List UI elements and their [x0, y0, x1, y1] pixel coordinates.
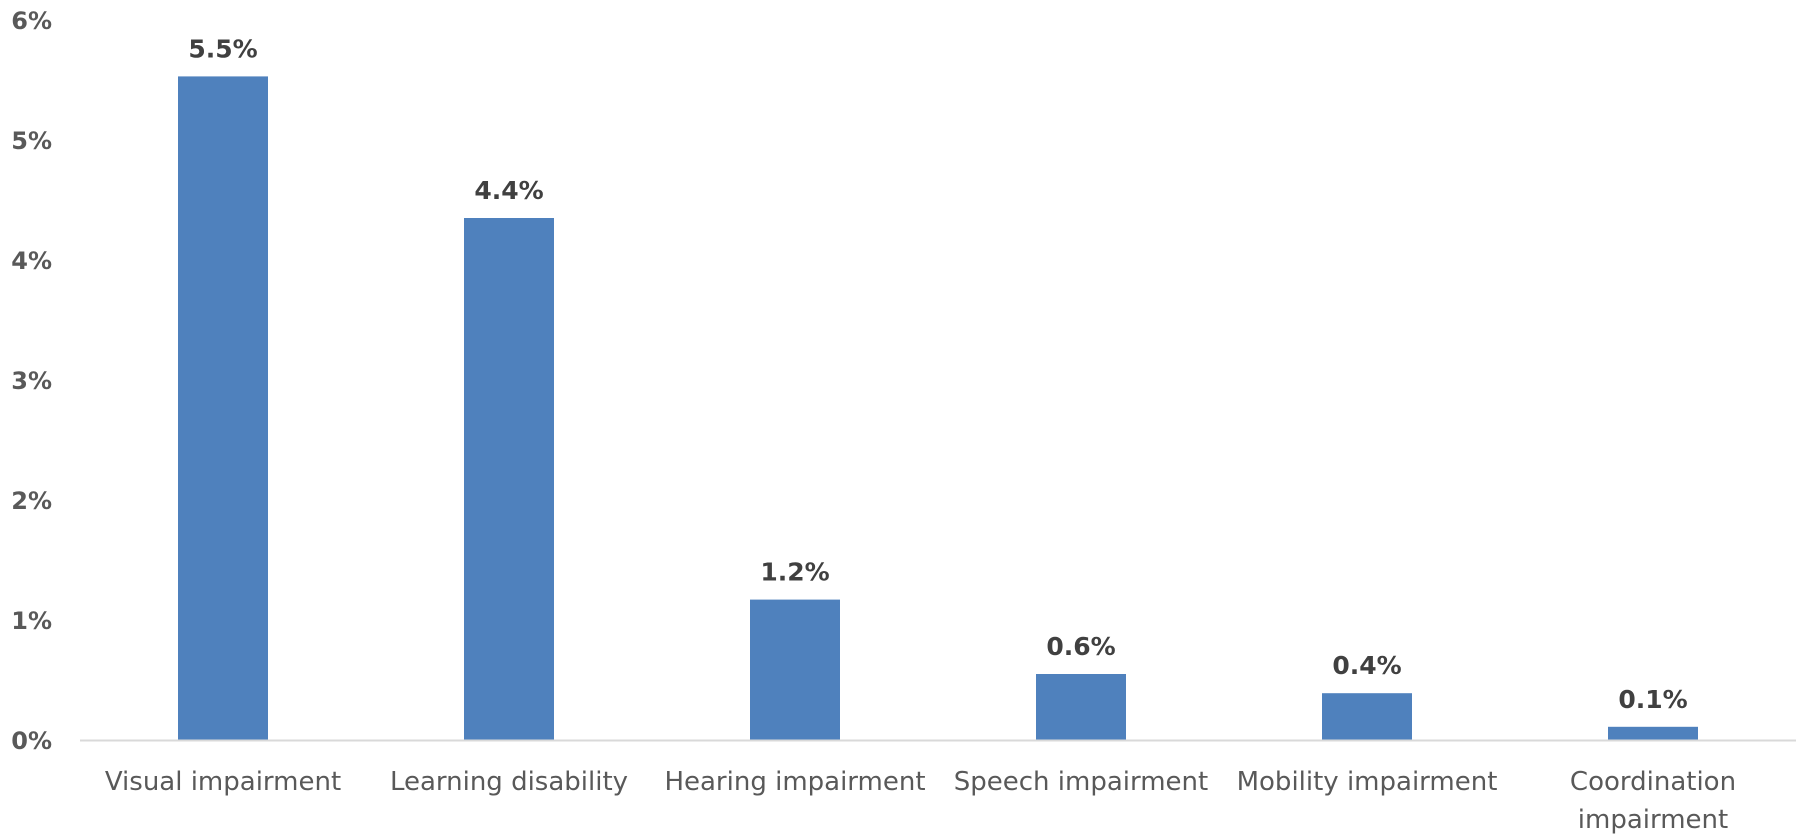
data-labels: 5.5% 4.4% 1.2% 0.6% 0.4% 0.1%	[188, 34, 1687, 713]
category-label: Learning disability	[390, 767, 628, 797]
bar	[750, 599, 840, 740]
category-label: Speech impairment	[954, 767, 1208, 797]
bar	[178, 76, 268, 740]
category-label: Hearing impairment	[664, 767, 925, 797]
category-label: Mobility impairment	[1237, 767, 1498, 797]
y-tick-label: 0%	[11, 727, 52, 755]
y-tick-label: 2%	[11, 487, 52, 515]
bar	[1036, 674, 1126, 740]
y-tick-label: 6%	[11, 7, 52, 35]
y-tick-label: 3%	[11, 367, 52, 395]
category-label: Coordination impairment	[1570, 767, 1736, 835]
data-label: 5.5%	[188, 34, 257, 63]
bar	[1608, 726, 1698, 740]
bars	[178, 76, 1698, 740]
data-label: 1.2%	[760, 558, 829, 587]
y-tick-label: 5%	[11, 127, 52, 155]
y-tick-label: 1%	[11, 607, 52, 635]
data-label: 4.4%	[474, 176, 543, 205]
category-label: Visual impairment	[105, 767, 341, 797]
bar	[1322, 693, 1412, 740]
category-labels: Visual impairment Learning disability Hear…	[105, 767, 1736, 835]
y-axis-ticks: 0% 1% 2% 3% 4% 5% 6%	[11, 7, 52, 755]
y-tick-label: 4%	[11, 247, 52, 275]
data-label: 0.6%	[1046, 632, 1115, 661]
data-label: 0.4%	[1332, 651, 1401, 680]
bar	[464, 218, 554, 740]
data-label: 0.1%	[1618, 685, 1687, 714]
